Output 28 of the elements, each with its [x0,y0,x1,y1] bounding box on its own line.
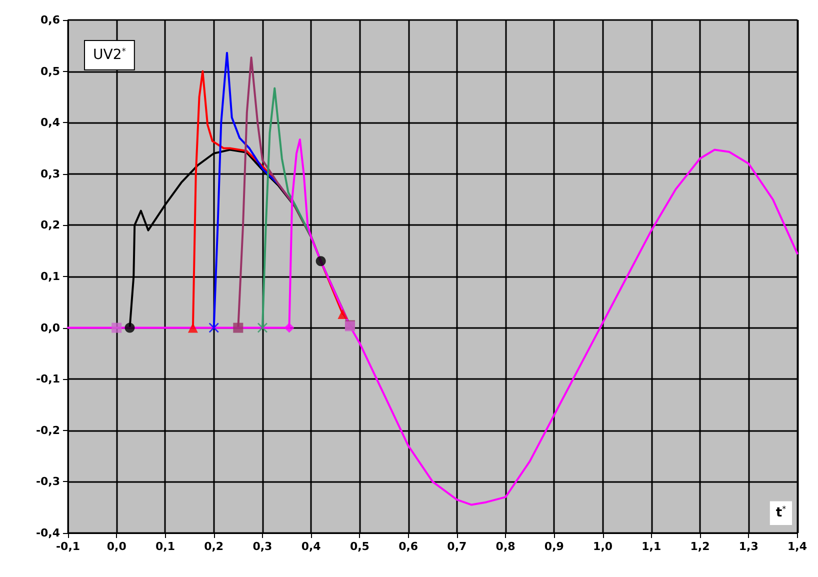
x-tick-label: 0,1 [155,540,175,553]
x-tick-label: -0,1 [56,540,80,553]
annotation: UV2* [93,46,126,64]
y-tick-label: -0,4 [36,526,60,540]
y-tick-label: 0,0 [40,321,60,334]
x-tick-label: 1,4 [788,540,808,553]
x-tick-label: 0,7 [447,540,467,553]
x-tick-label: 0,9 [544,540,564,553]
y-tick-label: -0,1 [36,372,60,386]
x-tick-label: 0,6 [398,540,418,553]
y-tick-label: 0,4 [40,116,60,130]
y-tick-label: 0,3 [40,167,60,180]
x-tick-label: 0,3 [252,540,272,553]
x-tick-label: 1,0 [593,540,613,553]
x-tick-label: 1,2 [690,540,710,553]
y-tick-label: 0,6 [40,14,60,26]
x-tick-label: 0,5 [350,540,370,553]
x-tick-label: 0,0 [106,540,127,553]
y-tick-label: 0,1 [40,270,60,283]
x-tick-label: 0,2 [204,540,224,553]
x-tick-label: 0,8 [496,540,516,553]
y-tick-label: -0,3 [36,475,60,488]
x-tick-label: 1,3 [738,540,758,553]
x-tick-label: 1,1 [642,540,662,553]
y-tick-label: 0,2 [40,218,60,232]
x-tick-label: 0,4 [301,540,322,553]
y-tick-label: 0,5 [40,64,60,78]
y-tick-label: -0,2 [36,424,60,437]
